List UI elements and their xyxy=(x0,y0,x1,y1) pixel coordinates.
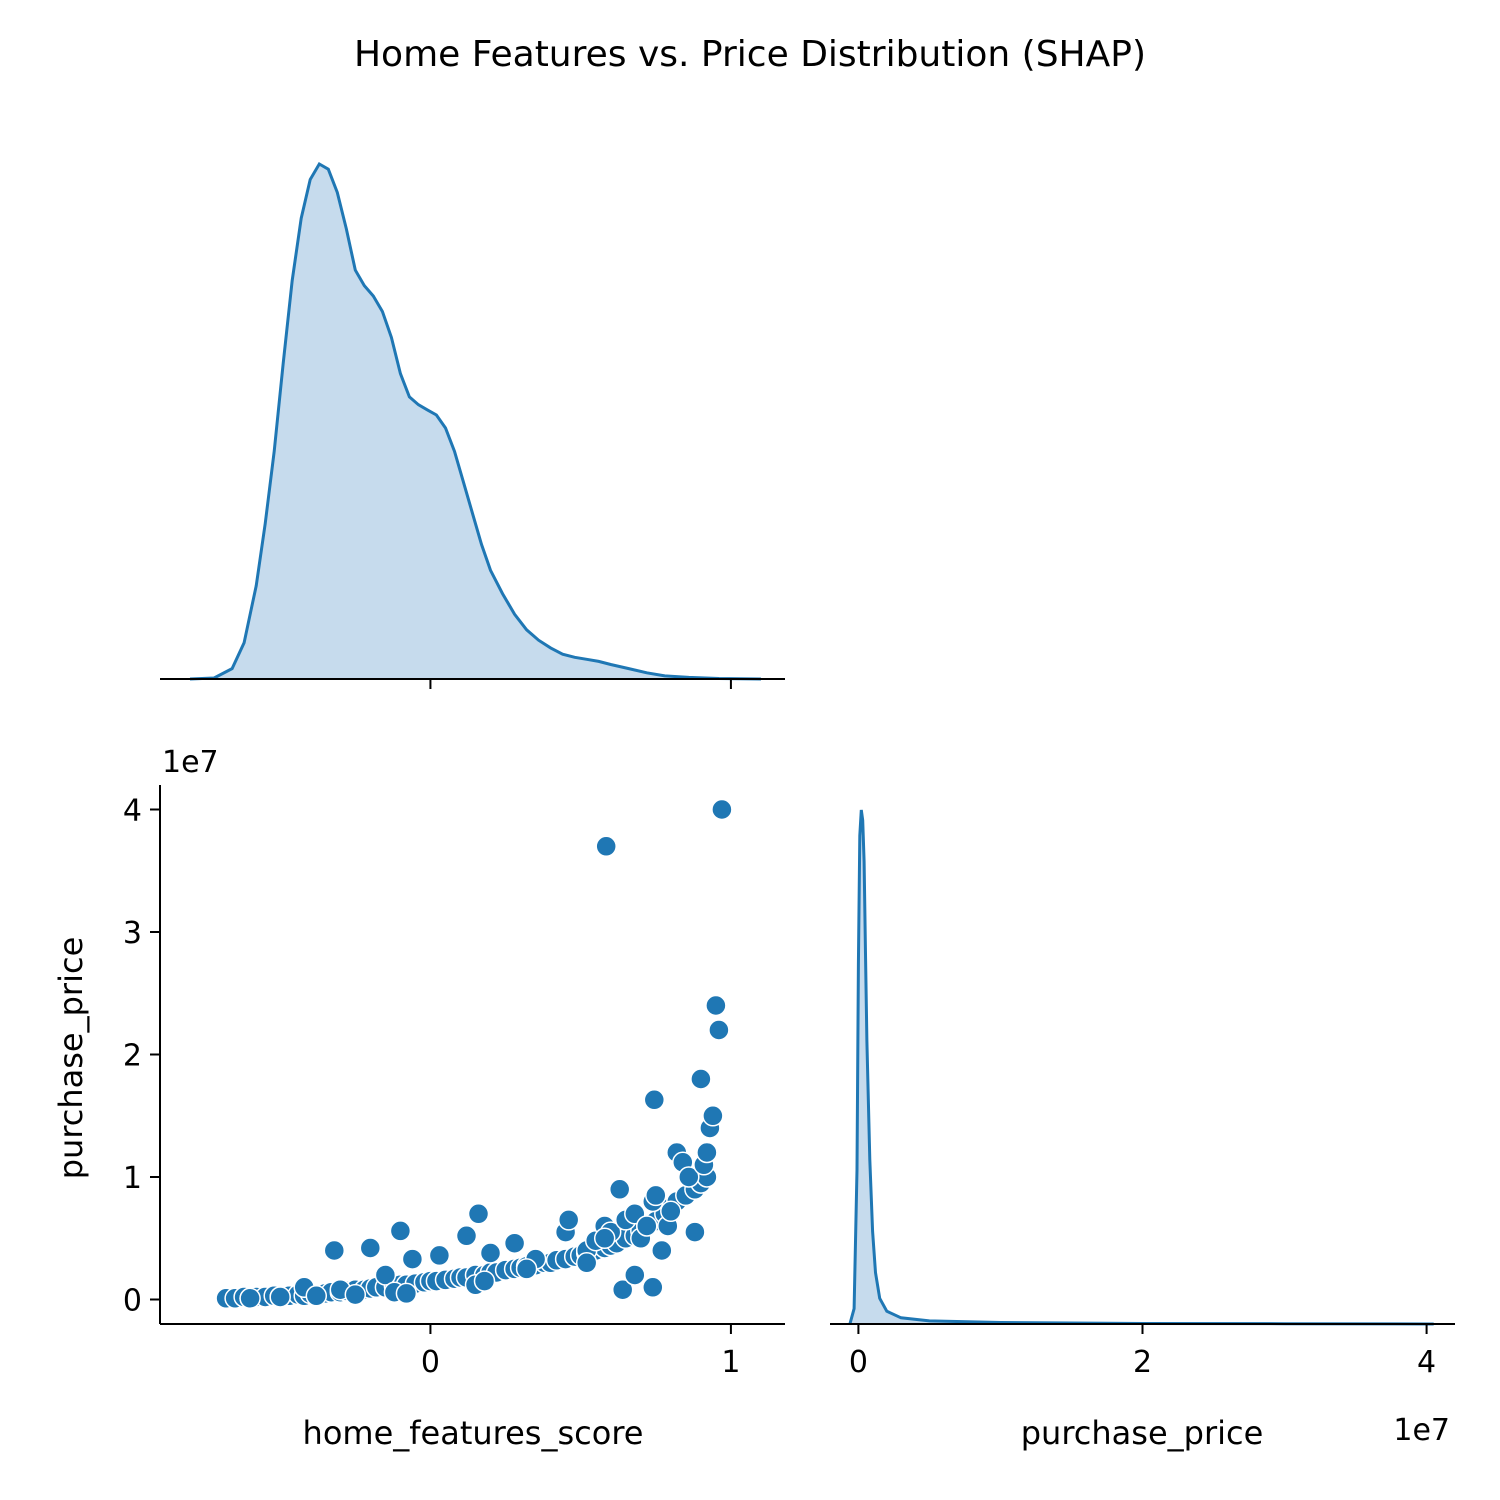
x-axis-title: home_features_score xyxy=(303,1414,644,1452)
x-tick-label: 2 xyxy=(1133,1345,1152,1380)
y-ticks: 0 1 2 3 4 xyxy=(123,794,160,1319)
y-axis-title: purchase_price xyxy=(52,937,90,1180)
y-tick-label: 1 xyxy=(123,1161,142,1196)
scatter-point xyxy=(575,1252,598,1274)
scatter-point xyxy=(593,1227,616,1250)
kde-area-fill xyxy=(849,810,1434,1324)
scatter-point xyxy=(269,1286,291,1308)
scatter-point xyxy=(344,1283,367,1306)
scatter-point xyxy=(660,1200,682,1223)
scatter-point xyxy=(643,1089,666,1111)
scatter-point xyxy=(611,1278,634,1301)
scatter-point xyxy=(395,1282,418,1305)
scatter-point xyxy=(323,1239,346,1262)
scatter-point xyxy=(467,1203,490,1225)
kde-purchase-price-panel: 0 2 4 purchase_price 1e7 xyxy=(830,809,1455,1452)
kde-curve-line xyxy=(848,809,1434,1326)
scatter-point xyxy=(455,1225,478,1247)
y-offset-label: 1e7 xyxy=(162,745,219,780)
scatter-point xyxy=(636,1215,658,1237)
x-tick-label: 4 xyxy=(1417,1345,1436,1380)
scatter-point xyxy=(479,1242,502,1264)
x-ticks xyxy=(429,679,732,689)
figure-title: Home Features vs. Price Distribution (SH… xyxy=(354,34,1146,75)
x-ticks: 0 2 4 xyxy=(849,1324,1436,1380)
scatter-point xyxy=(503,1232,526,1254)
scatter-point xyxy=(624,1264,646,1286)
scatter-point xyxy=(389,1220,412,1242)
scatter-point xyxy=(702,1105,724,1127)
scatter-point xyxy=(711,798,733,821)
y-tick-label: 3 xyxy=(123,916,142,951)
scatter-point xyxy=(678,1166,700,1188)
scatter-point xyxy=(705,994,727,1017)
scatter-point xyxy=(684,1221,706,1243)
y-tick-label: 4 xyxy=(123,794,142,829)
scatter-point xyxy=(428,1244,451,1267)
scatter-point xyxy=(690,1068,712,1090)
scatter-point xyxy=(359,1237,382,1259)
scatter-point xyxy=(651,1239,673,1262)
kde-area-fill xyxy=(190,164,761,679)
scatter-points xyxy=(215,798,733,1310)
scatter-point xyxy=(515,1258,538,1280)
x-offset-label: 1e7 xyxy=(1393,1413,1450,1448)
scatter-point xyxy=(557,1209,580,1231)
scatter-point xyxy=(696,1141,718,1164)
scatter-point xyxy=(645,1184,667,1207)
scatter-point xyxy=(708,1019,730,1041)
scatter-point xyxy=(473,1270,496,1292)
kde-home-features-score-panel xyxy=(160,161,785,689)
scatter-point xyxy=(401,1248,424,1270)
x-axis-title: purchase_price xyxy=(1021,1414,1264,1452)
x-tick-label: 0 xyxy=(421,1345,440,1380)
x-tick-label: 1 xyxy=(721,1345,740,1380)
scatter-point xyxy=(305,1285,328,1307)
scatter-point xyxy=(642,1276,664,1299)
scatter-point xyxy=(239,1287,261,1310)
kde-curve-line xyxy=(189,161,762,681)
scatter-point xyxy=(595,835,617,858)
x-tick-label: 0 xyxy=(849,1345,868,1380)
y-tick-label: 0 xyxy=(123,1284,142,1319)
scatter-point xyxy=(608,1178,631,1201)
scatter-point xyxy=(374,1264,397,1286)
y-tick-label: 2 xyxy=(123,1039,142,1074)
